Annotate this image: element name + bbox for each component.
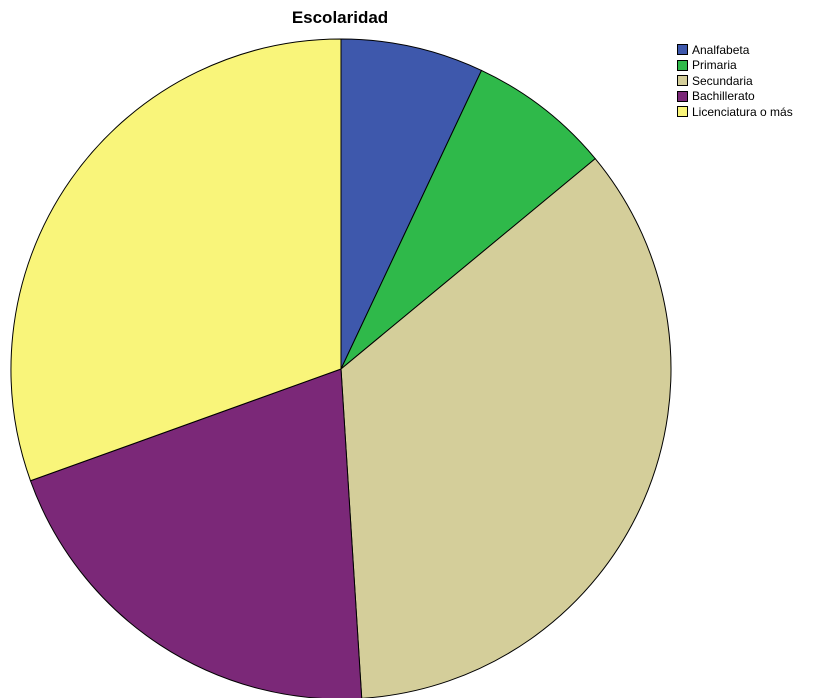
legend-item: Secundaria (677, 73, 793, 89)
pie-slice-analfabeta (340, 38, 483, 370)
legend-label: Analfabeta (692, 42, 750, 57)
legend-label: Primaria (692, 58, 737, 73)
legend-item: Bachillerato (677, 89, 793, 105)
legend-label: Bachillerato (692, 89, 755, 104)
legend-label: Licenciatura o más (692, 104, 793, 119)
legend: Analfabeta Primaria Secundaria Bachillerato… (677, 42, 793, 120)
pie-slice-licenciatura-o-m-s (10, 38, 342, 482)
pie-slice-primaria (340, 69, 596, 370)
legend-item: Analfabeta (677, 42, 793, 58)
legend-label: Secundaria (692, 73, 753, 88)
legend-item: Licenciatura o más (677, 104, 793, 120)
legend-swatch (677, 44, 688, 56)
pie-slice-secundaria (340, 157, 672, 698)
legend-item: Primaria (677, 58, 793, 74)
chart-title: Escolaridad (291, 8, 389, 27)
legend-swatch (677, 106, 688, 118)
legend-swatch (677, 75, 688, 87)
legend-swatch (677, 59, 688, 71)
legend-swatch (677, 90, 688, 102)
